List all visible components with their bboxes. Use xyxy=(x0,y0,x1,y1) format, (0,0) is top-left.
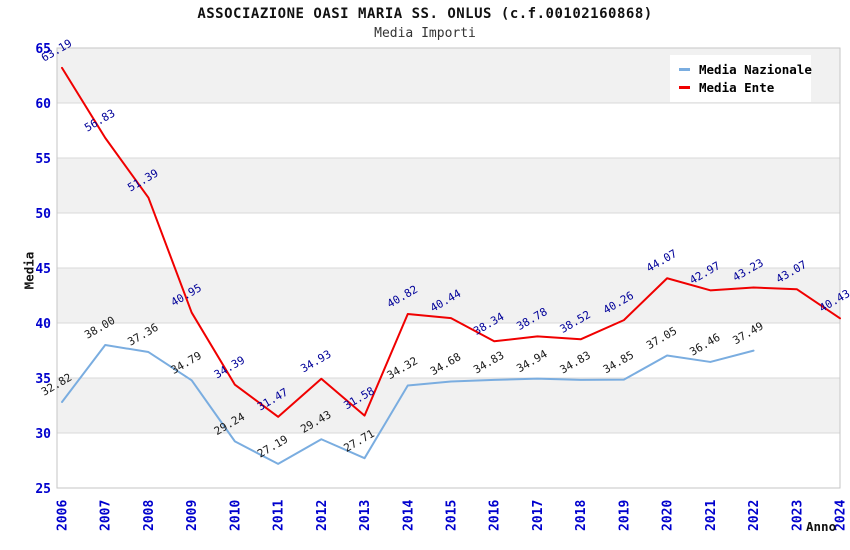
x-tick-label: 2011 xyxy=(272,500,287,531)
legend: Media Nazionale Media Ente xyxy=(670,55,812,102)
x-tick-label: 2006 xyxy=(56,500,71,531)
plot-band xyxy=(57,103,840,158)
y-tick-label: 35 xyxy=(35,372,51,387)
page-title: ASSOCIAZIONE OASI MARIA SS. ONLUS (c.f.0… xyxy=(197,6,653,22)
plot-band xyxy=(57,433,840,488)
plot-band xyxy=(57,323,840,378)
y-tick-label: 60 xyxy=(35,97,51,112)
y-tick-label: 30 xyxy=(35,427,51,442)
x-axis-title: Anno xyxy=(806,519,837,534)
legend-label: Media Nazionale xyxy=(699,61,812,77)
legend-label: Media Ente xyxy=(699,80,775,96)
x-tick-label: 2020 xyxy=(661,500,676,531)
x-tick-label: 2024 xyxy=(834,500,849,531)
x-tick-label: 2014 xyxy=(401,500,416,531)
x-tick-label: 2010 xyxy=(228,500,243,531)
y-tick-label: 25 xyxy=(35,482,51,497)
x-tick-label: 2016 xyxy=(488,500,503,531)
y-tick-label: 40 xyxy=(35,317,51,332)
y-tick-label: 50 xyxy=(35,207,51,222)
plot-frame xyxy=(56,47,841,489)
x-tick-label: 2023 xyxy=(790,500,805,531)
x-tick-label: 2019 xyxy=(617,500,632,531)
x-tick-label: 2013 xyxy=(358,500,373,531)
plot-band xyxy=(57,378,840,433)
y-tick-label: 45 xyxy=(35,262,51,277)
x-tick-label: 2017 xyxy=(531,500,546,531)
x-tick-label: 2008 xyxy=(142,500,157,531)
chart-subtitle: Media Importi xyxy=(374,26,476,41)
series-line-media-ente xyxy=(61,66,841,418)
x-tick-label: 2012 xyxy=(315,500,330,531)
x-tick-label: 2018 xyxy=(574,500,589,531)
x-tick-label: 2021 xyxy=(704,500,719,531)
line-swatch-icon xyxy=(679,86,690,90)
x-tick-label: 2009 xyxy=(185,500,200,531)
legend-item-media-nazionale: Media Nazionale xyxy=(679,61,812,77)
plot-band xyxy=(57,268,840,323)
x-tick-label: 2007 xyxy=(99,500,114,531)
plot-band xyxy=(57,158,840,213)
y-tick-label: 65 xyxy=(35,42,51,57)
plot-band xyxy=(57,213,840,268)
y-axis-title: Media xyxy=(21,251,37,290)
x-tick-label: 2022 xyxy=(747,500,762,531)
y-tick-label: 55 xyxy=(35,152,51,167)
series-line-media-nazionale xyxy=(61,344,755,465)
legend-item-media-ente: Media Ente xyxy=(679,80,811,95)
line-swatch-icon xyxy=(679,67,690,71)
x-tick-label: 2015 xyxy=(445,500,460,531)
